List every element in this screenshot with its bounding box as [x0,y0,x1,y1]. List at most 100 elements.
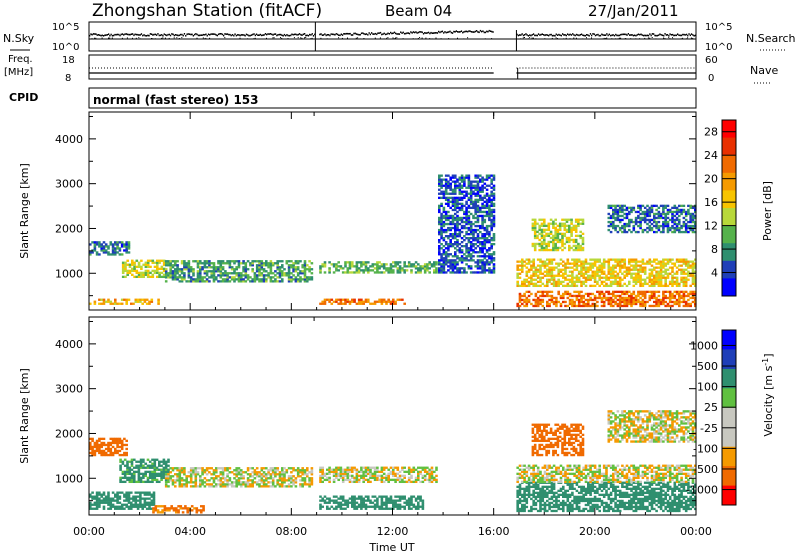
echo-cell [158,468,161,471]
echo-cell [691,262,695,265]
nsky-point [639,33,641,36]
echo-cell [389,267,393,270]
echo-cell [403,271,406,274]
echo-cell [573,300,576,304]
nsky-point [605,34,607,36]
echo-cell [521,258,524,261]
echo-cell [559,304,563,308]
echo-cell [107,495,110,498]
echo-cell [176,473,179,476]
echo-cell [208,260,211,263]
echo-cell [616,290,620,294]
echo-cell [548,270,551,273]
echo-cell [564,304,567,308]
echo-cell [568,294,572,298]
echo-cell [689,302,692,306]
echo-cell [634,298,638,302]
echo-cell [93,451,97,455]
echo-cell [609,206,613,210]
nsky-point [637,33,640,36]
echo-cell [545,242,548,246]
echo-cell [89,447,92,451]
echo-cell [183,479,186,482]
echo-cell [655,296,658,300]
echo-cell [269,280,273,283]
echo-cell [650,296,654,300]
echo-cell [474,202,477,206]
echo-cell [148,507,151,510]
y-tick-label: 4000 [55,133,83,146]
echo-cell [240,469,243,472]
echo-cell [589,274,592,277]
echo-cell [602,284,606,288]
echo-cell [98,449,101,453]
echo-cell [454,202,457,206]
echo-cell [456,220,459,224]
nsky-point [440,30,442,33]
echo-cell [632,280,636,284]
echo-cell [215,276,218,279]
nsky-point [247,34,249,36]
echo-cell [283,475,286,478]
echo-cell [180,479,184,482]
echo-cell [577,292,581,296]
echo-cell [668,218,672,222]
echo-cell [421,265,425,268]
echo-cell [456,241,459,244]
nsky-point [429,32,431,35]
echo-cell [648,206,652,210]
echo-cell [104,447,108,451]
echo-cell [632,292,636,296]
echo-cell [438,261,441,264]
nsearch-point [651,37,653,38]
nsearch-point [181,37,183,39]
nsky-point [368,32,370,34]
echo-cell [563,224,567,228]
echo-cell [684,282,688,286]
echo-cell [271,280,275,283]
echo-cell [598,294,601,298]
nsky-point [212,33,215,35]
echo-cell [199,481,202,484]
echo-cell [171,479,175,482]
nsky-point [328,34,330,36]
echo-cell [148,300,151,303]
echo-cell [664,304,667,308]
echo-cell [142,271,145,275]
echo-cell [189,481,193,484]
echo-cell [419,267,422,270]
echo-cell [573,258,576,261]
echo-cell [691,266,695,269]
echo-cell [630,276,633,279]
echo-cell [258,471,261,474]
echo-cell [536,268,540,271]
echo-cell [566,260,570,263]
echo-cell [212,270,216,273]
nsky-point [262,34,264,36]
echo-cell [680,230,683,234]
colorbar-swatch [722,260,736,279]
freq-unit: [MHz] [4,67,33,78]
echo-cell [541,294,545,298]
echo-cell [149,259,152,262]
echo-cell [194,483,198,486]
echo-cell [474,208,477,212]
echo-cell [488,257,491,260]
echo-cell [140,259,143,262]
echo-cell [563,242,567,246]
echo-cell [533,228,537,232]
echo-cell [577,294,581,298]
echo-cell [530,268,533,271]
echo-cell [116,437,119,441]
echo-cell [680,224,683,228]
echo-cell [671,268,674,271]
nsky-point [192,34,194,37]
echo-cell [91,451,94,455]
echo-cell [109,501,113,504]
echo-cell [612,292,615,296]
nsky-point [211,33,213,35]
echo-cell [287,280,291,283]
echo-cell [426,263,429,266]
echo-cell [219,477,223,480]
echo-cell [194,473,198,476]
